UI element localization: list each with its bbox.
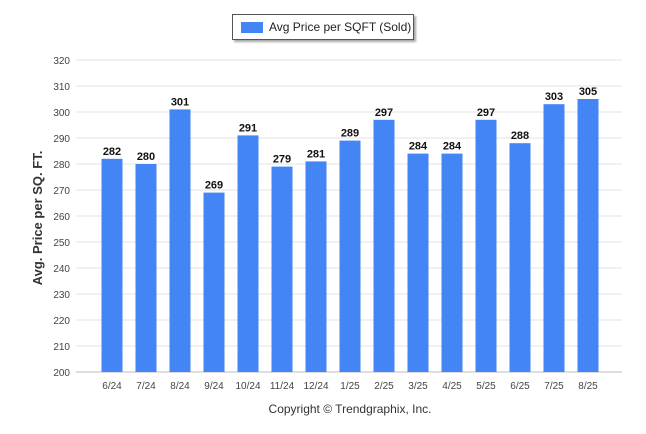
x-tick-label: 6/25 (510, 381, 530, 392)
x-tick-label: 1/25 (340, 381, 360, 392)
data-label: 297 (477, 107, 495, 119)
x-tick-label: 7/24 (136, 381, 156, 392)
x-tick-label: 7/25 (544, 381, 564, 392)
data-label: 284 (443, 141, 462, 153)
bar (543, 104, 565, 372)
y-tick-label: 300 (53, 108, 70, 119)
bar (169, 109, 191, 373)
x-tick-labels: 6/24 7/24 8/24 9/24 10/24 11/24 12/24 1/25 2/25 3… (102, 381, 598, 392)
bar (577, 99, 599, 372)
y-tick-label: 220 (53, 316, 70, 327)
y-tick-label: 260 (53, 212, 70, 223)
x-tick-label: 3/25 (408, 381, 428, 392)
x-tick-label: 10/24 (235, 381, 260, 392)
x-tick-label: 4/25 (442, 381, 462, 392)
data-label: 303 (545, 91, 563, 103)
y-tick-label: 240 (53, 264, 70, 275)
bars (101, 99, 599, 373)
y-tick-labels: 200 210 220 230 240 250 260 270 280 290 300 310 320 (53, 56, 70, 379)
bar (271, 166, 293, 372)
x-tick-label: 6/24 (102, 381, 122, 392)
y-tick-label: 210 (53, 342, 70, 353)
x-tick-label: 9/24 (204, 381, 224, 392)
data-label: 284 (409, 141, 428, 153)
x-tick-label: 8/25 (578, 381, 598, 392)
bar (203, 192, 225, 372)
bar (305, 161, 327, 372)
y-tick-label: 310 (53, 82, 70, 93)
y-tick-label: 290 (53, 134, 70, 145)
data-label: 279 (273, 154, 291, 166)
bar (475, 119, 497, 372)
bar (237, 135, 259, 372)
bar (441, 153, 463, 372)
data-label: 305 (579, 86, 597, 98)
data-label: 281 (307, 148, 325, 160)
bar (339, 140, 361, 372)
data-label: 301 (171, 96, 189, 108)
x-tick-label: 5/25 (476, 381, 496, 392)
x-tick-label: 8/24 (170, 381, 190, 392)
bar (135, 164, 157, 372)
data-label: 289 (341, 128, 359, 140)
x-tick-label: 12/24 (303, 381, 328, 392)
bar (373, 119, 395, 372)
data-label: 297 (375, 107, 393, 119)
bar (407, 153, 429, 372)
data-label: 282 (103, 146, 121, 158)
y-tick-label: 320 (53, 56, 70, 67)
y-tick-label: 250 (53, 238, 70, 249)
bar (101, 158, 123, 372)
x-tick-label: 2/25 (374, 381, 394, 392)
legend-label: Avg Price per SQFT (Sold) (269, 20, 412, 34)
x-tick-label: 11/24 (270, 381, 295, 392)
data-labels: 282 280 301 269 291 279 281 289 297 284 284 297 288 3… (103, 86, 597, 192)
y-tick-label: 230 (53, 290, 70, 301)
legend: Avg Price per SQFT (Sold) (232, 14, 414, 40)
data-label: 269 (205, 180, 223, 192)
y-tick-label: 270 (53, 186, 70, 197)
data-label: 288 (511, 130, 529, 142)
y-tick-label: 280 (53, 160, 70, 171)
legend-swatch (241, 22, 263, 33)
data-label: 280 (137, 151, 155, 163)
y-tick-label: 200 (53, 368, 70, 379)
y-axis-label: Avg. Price per SQ. FT. (30, 151, 45, 286)
data-label: 291 (239, 122, 257, 134)
bar (509, 143, 531, 372)
copyright-text: Copyright © Trendgraphix, Inc. (268, 402, 432, 416)
